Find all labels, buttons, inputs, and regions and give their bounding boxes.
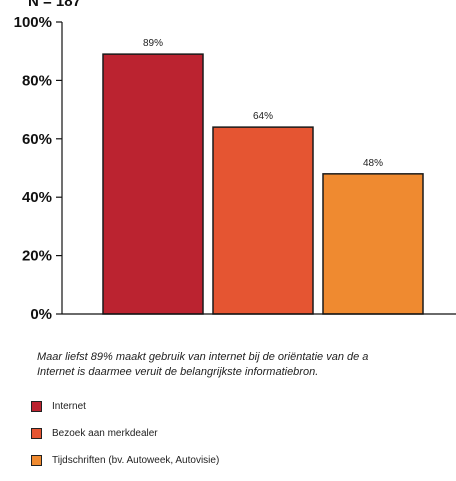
bar-value-label-3: 48%: [363, 158, 383, 169]
legend-swatch-tijdschriften: [31, 455, 42, 466]
y-axis-ticks: 0% 20% 40% 60% 80% 100%: [14, 14, 62, 323]
caption-line-1: Maar liefst 89% maakt gebruik van intern…: [37, 351, 369, 363]
bar-1: [102, 53, 204, 315]
legend: Internet Bezoek aan merkdealer Tijdschri…: [31, 400, 219, 481]
legend-label-merkdealer: Bezoek aan merkdealer: [52, 428, 158, 439]
bar-3: [322, 173, 424, 315]
bar-value-label-1: 89%: [143, 38, 163, 49]
y-tick-label: 100%: [14, 14, 52, 31]
y-tick-label: 0%: [30, 306, 52, 323]
chart-caption: Maar liefst 89% maakt gebruik van intern…: [37, 350, 456, 380]
y-tick-label: 40%: [22, 189, 52, 206]
bar-2: [212, 126, 314, 315]
bar-value-label-2: 64%: [253, 111, 273, 122]
legend-swatch-internet: [31, 401, 42, 412]
legend-item-tijdschriften: Tijdschriften (bv. Autoweek, Autovisie): [31, 454, 219, 467]
bars: [102, 53, 424, 315]
legend-label-internet: Internet: [52, 401, 86, 412]
legend-item-internet: Internet: [31, 400, 219, 413]
legend-item-merkdealer: Bezoek aan merkdealer: [31, 427, 219, 440]
bar-chart: N = 187 0% 20% 40% 60% 80% 100% 89% 64% 48%: [14, 0, 456, 323]
y-tick-label: 80%: [22, 72, 52, 89]
legend-swatch-merkdealer: [31, 428, 42, 439]
y-tick-label: 60%: [22, 131, 52, 148]
bar-labels: 89% 64% 48%: [143, 38, 383, 169]
y-tick-label: 20%: [22, 248, 52, 265]
caption-line-2: Internet is daarmee veruit de belangrijk…: [37, 366, 319, 378]
sample-size-label: N = 187: [28, 0, 81, 10]
legend-label-tijdschriften: Tijdschriften (bv. Autoweek, Autovisie): [52, 455, 220, 466]
